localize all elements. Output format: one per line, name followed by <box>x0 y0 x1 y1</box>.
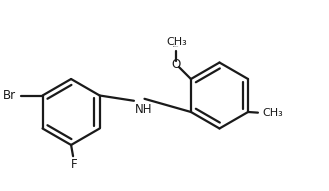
Text: O: O <box>172 58 181 71</box>
Text: CH₃: CH₃ <box>262 108 283 118</box>
Text: NH: NH <box>135 103 152 116</box>
Text: Br: Br <box>3 89 16 102</box>
Text: methoxy: methoxy <box>173 45 180 47</box>
Text: CH₃: CH₃ <box>166 37 187 47</box>
Text: F: F <box>70 158 77 171</box>
